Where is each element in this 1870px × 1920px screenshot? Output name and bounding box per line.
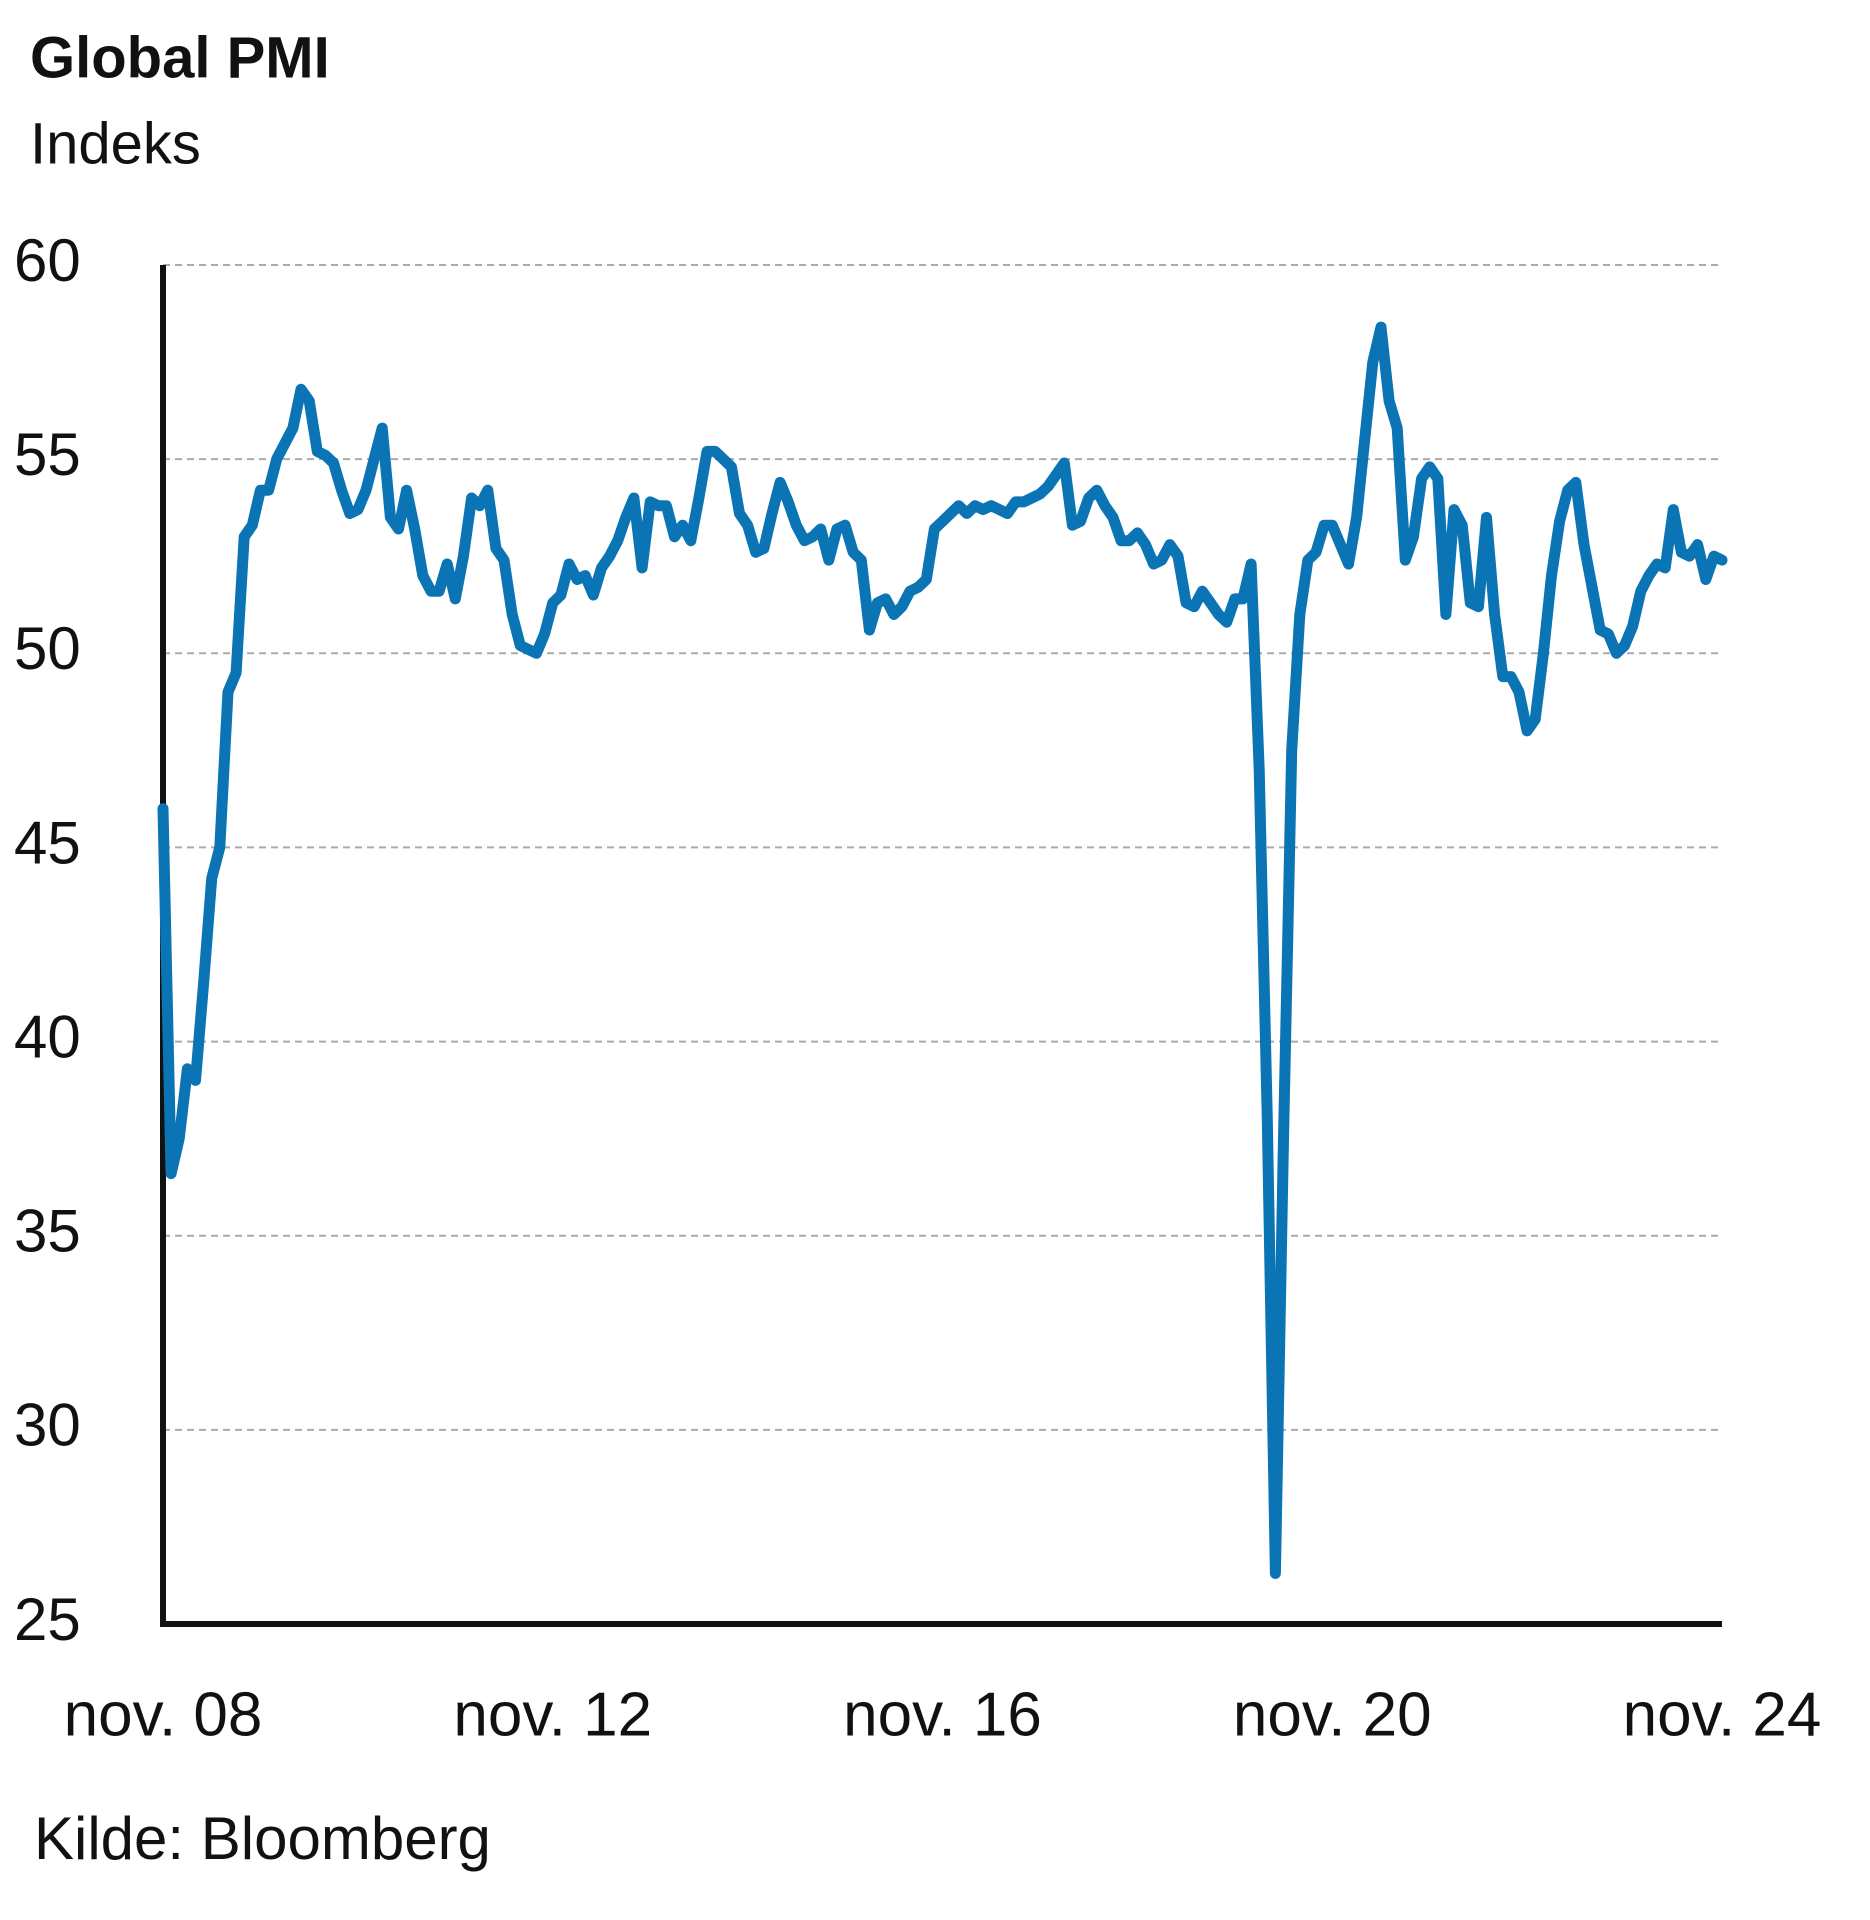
y-tick-label: 60 — [14, 227, 81, 294]
y-tick-label: 45 — [14, 809, 81, 876]
chart-title: Global PMI — [30, 25, 330, 90]
x-tick-label: nov. 24 — [1623, 1680, 1822, 1749]
source-note: Kilde: Bloomberg — [34, 1805, 491, 1872]
data-line — [157, 321, 1728, 1579]
x-tick-label: nov. 16 — [843, 1680, 1042, 1749]
chart-subtitle: Indeks — [30, 111, 201, 176]
y-tick-label: 50 — [14, 615, 81, 682]
x-tick-label: nov. 12 — [453, 1680, 652, 1749]
y-tick-label: 25 — [14, 1586, 81, 1653]
y-tick-label: 30 — [14, 1392, 81, 1459]
x-tick-label: nov. 08 — [64, 1680, 263, 1749]
y-tick-label: 40 — [14, 1003, 81, 1070]
x-tick-label: nov. 20 — [1233, 1680, 1432, 1749]
y-tick-label: 35 — [14, 1198, 81, 1265]
y-tick-label: 55 — [14, 421, 81, 488]
